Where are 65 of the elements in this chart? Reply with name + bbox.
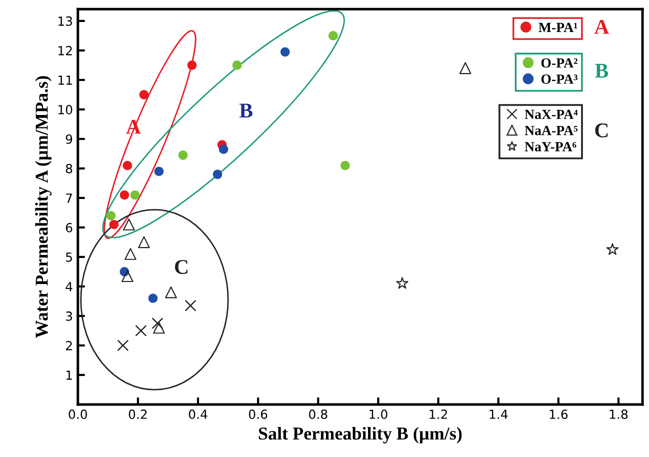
point <box>218 144 228 154</box>
point <box>117 340 129 352</box>
point <box>138 236 150 248</box>
y-tick-label: 5 <box>66 252 72 262</box>
point <box>122 160 132 170</box>
point <box>154 166 164 176</box>
y-tick-label: 7 <box>66 194 72 203</box>
y-tick-label: 1 <box>66 370 72 380</box>
legend-label: O-PA² <box>541 58 578 68</box>
point <box>606 243 619 255</box>
point <box>184 300 196 312</box>
point <box>328 31 338 40</box>
x-tick-label: 0.4 <box>188 410 208 419</box>
point <box>178 150 188 160</box>
point <box>153 322 165 334</box>
x-tick-label: 1.8 <box>610 410 628 419</box>
point <box>232 60 242 70</box>
point <box>280 47 290 57</box>
point <box>152 318 164 330</box>
point <box>122 270 134 282</box>
point <box>212 170 222 179</box>
point <box>106 210 116 220</box>
y-tick-label: 13 <box>58 16 72 26</box>
x-tick-label: 0.6 <box>248 410 268 419</box>
y-tick-label: 4 <box>66 282 72 292</box>
point <box>139 90 149 100</box>
point <box>109 220 119 230</box>
legend-label: NaX-PA⁴ <box>524 110 578 120</box>
x-tick-label: 0.2 <box>128 410 147 419</box>
legend-label: NaA-PA⁵ <box>524 126 578 136</box>
y-tick-label: 9 <box>66 134 72 144</box>
point <box>124 248 136 260</box>
point <box>135 324 147 336</box>
y-tick-label: 8 <box>66 164 72 174</box>
legend-label: NaY-PA⁶ <box>524 142 576 152</box>
annotation: C <box>174 260 188 274</box>
y-tick-label: 11 <box>58 76 72 85</box>
annotation: B <box>239 104 252 118</box>
x-tick-label: 0.0 <box>68 410 87 419</box>
x-tick-label: 1.4 <box>490 410 508 419</box>
y-tick-label: 12 <box>58 46 72 56</box>
point <box>459 62 472 74</box>
point <box>187 60 197 70</box>
point <box>120 190 130 200</box>
x-axis-title: Salt Permeability B (µm/s) <box>258 426 462 444</box>
point <box>165 286 177 298</box>
y-tick-label: 6 <box>66 222 72 232</box>
y-axis-title: Water Permeability A (µm/MPa.s) <box>35 76 52 338</box>
point <box>130 190 140 200</box>
point <box>396 277 408 289</box>
y-tick-label: 2 <box>66 340 72 350</box>
point <box>340 160 350 170</box>
x-tick-label: 1.6 <box>550 410 568 419</box>
y-tick-label: 10 <box>58 104 72 114</box>
y-tick-label: 3 <box>66 311 72 321</box>
x-tick-label: 1.0 <box>370 410 388 419</box>
annotation: B <box>595 64 608 78</box>
legend-label: O-PA³ <box>541 74 578 84</box>
legend-label: M-PA¹ <box>538 22 578 32</box>
annotation: A <box>594 20 610 34</box>
annotation: C <box>595 123 608 138</box>
point <box>148 294 158 303</box>
point <box>123 218 135 230</box>
x-tick-label: 1.2 <box>430 410 447 419</box>
x-tick-label: 0.8 <box>309 410 328 419</box>
